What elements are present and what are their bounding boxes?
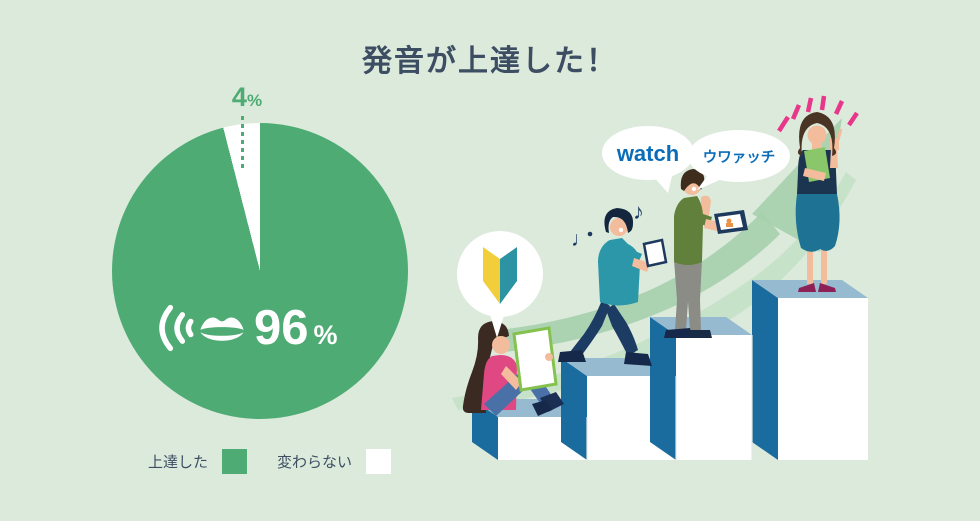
person-standing-man	[664, 169, 748, 338]
legend-item-improved: 上達した	[148, 449, 248, 474]
lips-sound-icon	[159, 304, 244, 352]
music-note-icon: ♩	[571, 228, 592, 251]
stair-seams	[586, 335, 753, 460]
stair-platform	[752, 280, 868, 460]
speech-bubble-uwatch: ウワァッチ	[688, 130, 790, 190]
music-note-icons: ♩ ♪	[571, 199, 644, 251]
legend-swatch-unchanged	[366, 449, 392, 474]
pie-main-unit: %	[313, 319, 338, 350]
music-note-icon: ♪	[633, 199, 644, 224]
pie-chart	[112, 123, 408, 419]
pie-main-label: 96 %	[150, 300, 370, 356]
legend-label-improved: 上達した	[148, 454, 209, 471]
person-walking-man	[558, 208, 668, 366]
beginner-mark-bubble	[457, 231, 543, 338]
pie-small-slice-label: 4%	[212, 84, 282, 111]
legend: 上達した 変わらない	[148, 449, 392, 474]
stair-step-3	[650, 317, 752, 460]
pie-small-unit: %	[246, 91, 263, 110]
pie-small-value: 4	[231, 82, 247, 112]
page-title: 発音が上達した！	[362, 45, 618, 78]
celebration-rays-icon	[777, 95, 859, 133]
speech-bubble-uwatch-text: ウワァッチ	[703, 149, 776, 166]
legend-swatch-improved	[222, 449, 248, 474]
speech-bubble-watch: watch	[602, 126, 694, 193]
speech-bubble-watch-text: watch	[616, 141, 679, 166]
person-sitting-woman	[462, 321, 564, 416]
stairs-illustration: ♩ ♪	[452, 95, 868, 460]
person-top-woman	[795, 112, 843, 292]
beginner-mark-icon	[483, 247, 517, 304]
legend-label-unchanged: 変わらない	[277, 454, 353, 471]
legend-item-unchanged: 変わらない	[277, 449, 392, 474]
leader-line	[241, 116, 244, 168]
pie-main-value: 96	[254, 300, 309, 355]
